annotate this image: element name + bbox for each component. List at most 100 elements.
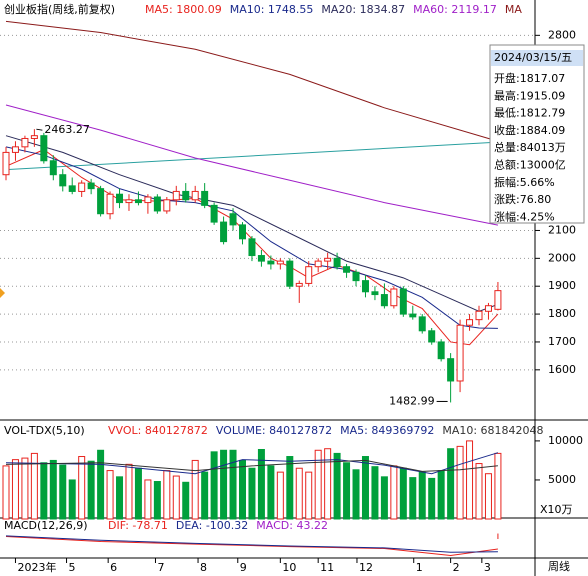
info-line: 涨跌:76.80 bbox=[494, 192, 551, 206]
candle-body bbox=[21, 137, 29, 148]
x-tick-label: 8 bbox=[200, 561, 207, 574]
candle-body bbox=[295, 282, 303, 287]
header-label: MACD: 43.22 bbox=[256, 519, 328, 532]
candle-body bbox=[78, 182, 86, 192]
y-tick-label: 1900 bbox=[548, 279, 576, 292]
x-tick-label: 9 bbox=[240, 561, 247, 574]
volume-bar bbox=[239, 459, 246, 520]
ma-line bbox=[5, 104, 499, 226]
volume-bar bbox=[494, 452, 502, 520]
volume-bar bbox=[276, 471, 284, 520]
candle-body bbox=[390, 288, 398, 307]
info-date: 2024/03/15/五 bbox=[494, 51, 572, 64]
unit-label: X10万 bbox=[540, 503, 573, 516]
candle-body bbox=[466, 319, 474, 326]
candle-body bbox=[494, 290, 502, 310]
candle-body bbox=[97, 188, 105, 215]
volume-bar bbox=[484, 473, 492, 520]
candle-body bbox=[30, 135, 38, 139]
candle-body bbox=[305, 266, 313, 284]
info-line: 总量:84013万 bbox=[494, 140, 566, 154]
header-label: MA10: 1748.55 bbox=[230, 3, 314, 16]
y-tick-label: 1700 bbox=[548, 335, 576, 348]
candle-body bbox=[276, 260, 284, 265]
ma-line bbox=[5, 146, 498, 329]
candle-body bbox=[343, 266, 351, 273]
trend-line bbox=[5, 141, 498, 171]
volume-bar bbox=[456, 445, 464, 520]
info-box: 2024/03/15/五开盘:1817.07 最高:1915.09 最低:1812.… bbox=[489, 44, 585, 224]
macd-line bbox=[5, 535, 498, 553]
info-line: 振幅:5.66% bbox=[494, 175, 555, 189]
volume-bar bbox=[409, 477, 417, 520]
x-tick-label: 10 bbox=[282, 561, 296, 574]
x-tick-label: 2 bbox=[453, 561, 460, 574]
candle-body bbox=[182, 190, 190, 201]
volume-bar bbox=[182, 481, 190, 520]
candle-body bbox=[40, 135, 48, 162]
candle-body bbox=[163, 199, 171, 212]
candle-body bbox=[437, 341, 445, 360]
y-tick-label: 1600 bbox=[548, 363, 576, 376]
candle-body bbox=[380, 294, 388, 307]
title: 创业板指(周线,前复权) bbox=[4, 2, 115, 16]
candle-body bbox=[134, 199, 142, 204]
candle-body bbox=[125, 199, 133, 204]
header-label: VVOL: 840127872 bbox=[108, 424, 208, 437]
volume-bar bbox=[390, 465, 398, 520]
volume-bar bbox=[144, 479, 152, 520]
x-tick-label: 5 bbox=[69, 561, 76, 574]
title: VOL-TDX(5,10) bbox=[4, 424, 85, 437]
header-label: DIF: -78.71 bbox=[108, 519, 168, 532]
volume-bar bbox=[361, 456, 369, 520]
candle-body bbox=[333, 257, 341, 268]
high-label: 2463.27 bbox=[44, 123, 90, 136]
candle-body bbox=[418, 316, 426, 332]
volume-bar bbox=[201, 471, 209, 520]
info-line: 收盘:1884.09 bbox=[494, 123, 565, 137]
volume-bar bbox=[437, 470, 445, 520]
x-tick-label: 3 bbox=[484, 561, 491, 574]
info-line: 最低:1812.79 bbox=[494, 107, 565, 120]
volume-ma-line bbox=[5, 459, 498, 472]
x-tick-label: 11 bbox=[320, 561, 334, 574]
volume-bar bbox=[59, 464, 67, 520]
candle-body bbox=[447, 358, 455, 382]
volume-bar bbox=[40, 462, 48, 520]
volume-bar bbox=[380, 476, 388, 520]
y-tick-label: 10000 bbox=[548, 434, 583, 447]
candle-body bbox=[106, 193, 114, 215]
candle-body bbox=[153, 196, 161, 212]
volume-bar bbox=[2, 465, 10, 520]
volume-bar bbox=[172, 475, 180, 520]
volume-bar bbox=[447, 448, 455, 520]
volume-bar bbox=[295, 467, 303, 520]
info-date-bg bbox=[491, 50, 583, 66]
volume-bar bbox=[21, 457, 29, 520]
x-tick-label: 2023年 bbox=[17, 560, 56, 574]
x-tick-label: 7 bbox=[157, 561, 164, 574]
candle-body bbox=[286, 260, 294, 287]
candle-body bbox=[210, 204, 218, 223]
candle-body bbox=[68, 185, 76, 192]
volume-bar bbox=[153, 481, 161, 520]
candle-body bbox=[201, 190, 209, 206]
volume-bar bbox=[257, 448, 265, 520]
volume-bar bbox=[220, 449, 228, 520]
high-pointer bbox=[36, 128, 43, 131]
x-tick-label: 1 bbox=[416, 561, 423, 574]
y-tick-label: 2000 bbox=[548, 251, 576, 264]
candle-body bbox=[399, 288, 407, 315]
y-tick-label: 1800 bbox=[548, 307, 576, 320]
info-line: 开盘:1817.07 bbox=[494, 71, 565, 85]
candle-body bbox=[484, 305, 492, 312]
x-tick-label: 12 bbox=[359, 561, 373, 574]
volume-bar bbox=[11, 459, 19, 520]
y-tick-label: 2100 bbox=[548, 223, 576, 236]
info-line: 最高:1915.09 bbox=[494, 88, 565, 102]
macd-line bbox=[5, 535, 498, 556]
y-tick-label: 5000 bbox=[548, 473, 576, 486]
volume-bar bbox=[163, 470, 171, 520]
